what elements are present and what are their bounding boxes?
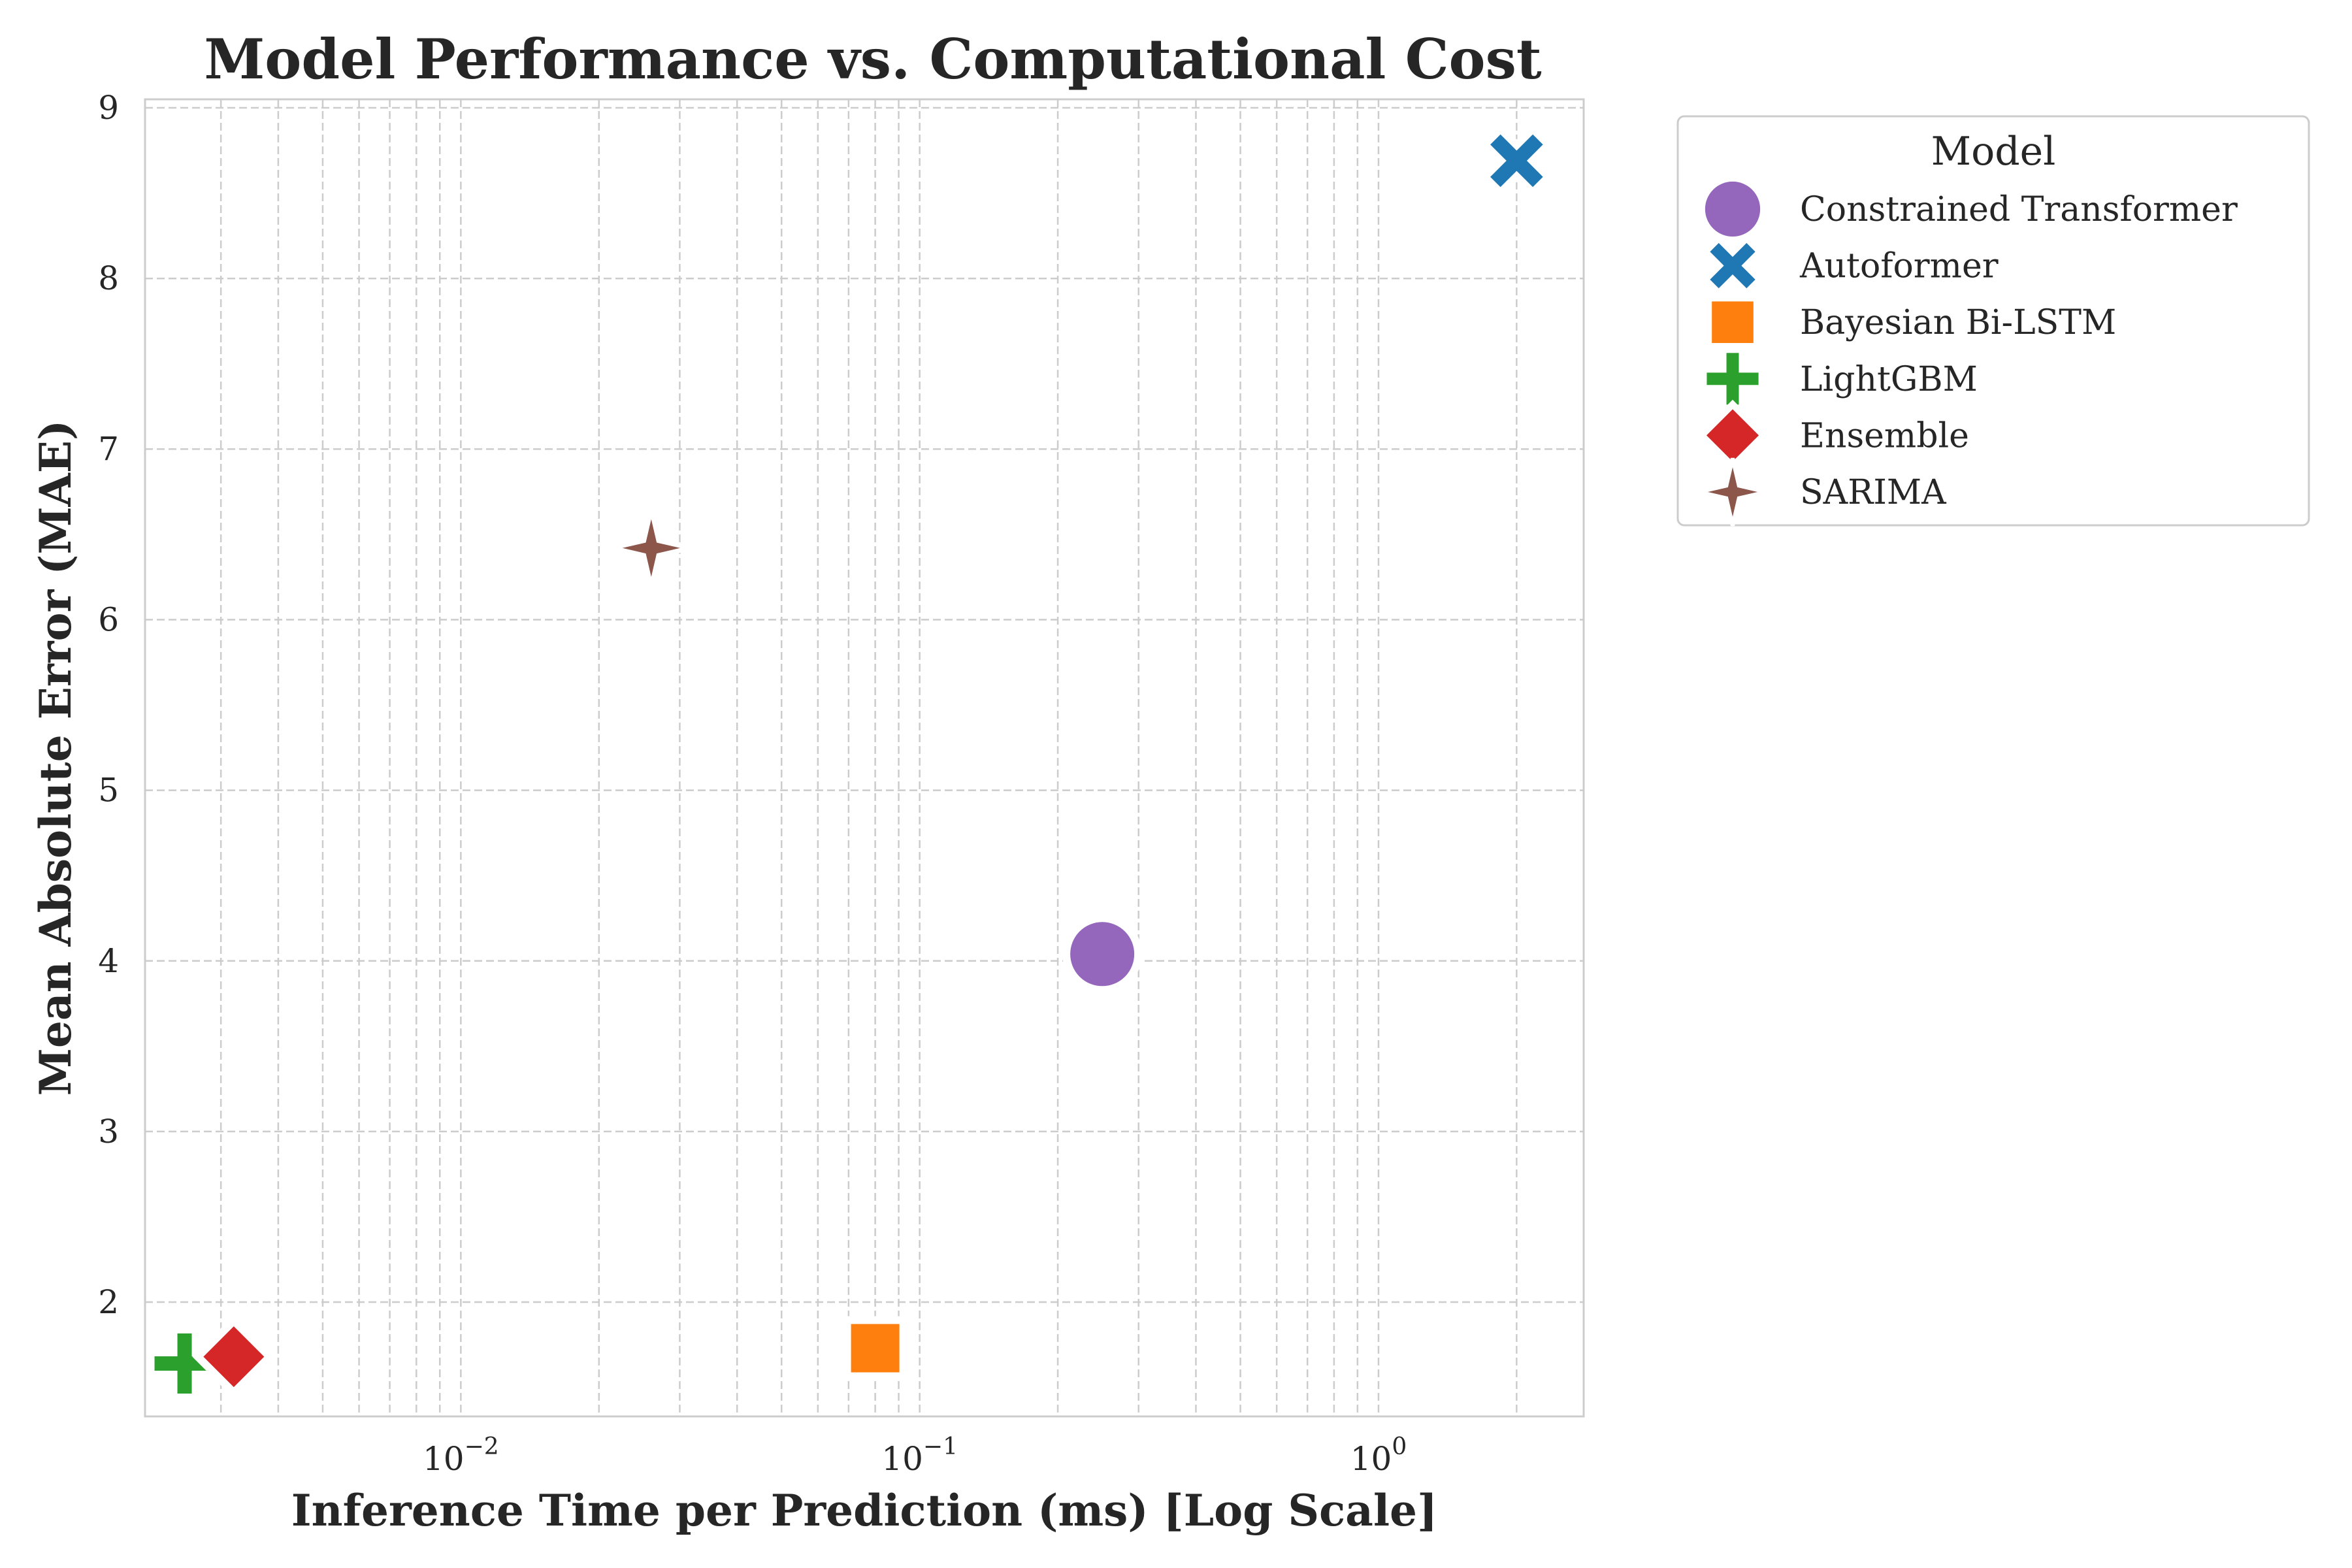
legend-label-sarima: SARIMA	[1800, 473, 1947, 512]
y-tick-label: 4	[98, 942, 119, 980]
legend-box	[1676, 115, 2310, 527]
y-tick-label: 9	[98, 89, 119, 127]
y-axis-label: Mean Absolute Error (MAE)	[30, 420, 81, 1096]
plot-frame	[144, 98, 1585, 1418]
legend-items: Constrained Transformer Autoformer Bayesia…	[1697, 174, 2238, 527]
data-point-lightgbm	[146, 1326, 223, 1402]
x-tick-label: 10−2	[423, 1433, 499, 1478]
legend-title: Model	[1931, 129, 2056, 174]
x-tick-base: 10	[881, 1440, 923, 1478]
x-tick-exponent: −1	[923, 1433, 958, 1460]
data-points	[146, 123, 1554, 1402]
y-tick-label: 8	[98, 259, 119, 297]
x-tick-label: 100	[1350, 1433, 1407, 1478]
data-point-autoformer	[1479, 123, 1554, 199]
legend: Model Constrained Transformer Autoformer B…	[1676, 115, 2310, 527]
legend-marker-sarima	[1698, 457, 1767, 527]
plot-area	[145, 99, 1584, 1416]
legend-label-ensemble: Ensemble	[1800, 416, 1969, 455]
legend-label-autoformer: Autoformer	[1799, 247, 1999, 286]
legend-label-bayesian-bi-lstm: Bayesian Bi-LSTM	[1800, 303, 2116, 342]
chart-title: Model Performance vs. Computational Cost	[204, 27, 1542, 91]
x-tick-exponent: −2	[465, 1433, 499, 1460]
y-axis-ticks: 2 3 4 5 6 7 8 9	[98, 89, 119, 1321]
legend-marker-bayesian-bi-lstm	[1705, 295, 1761, 350]
grid	[145, 99, 1584, 1416]
y-tick-label: 6	[98, 600, 119, 638]
y-tick-label: 2	[98, 1283, 119, 1321]
data-point-ensemble	[192, 1315, 276, 1399]
legend-label-constrained-transformer: Constrained Transformer	[1800, 190, 2238, 229]
y-tick-label: 5	[98, 772, 119, 809]
legend-marker-lightgbm	[1700, 346, 1765, 412]
x-axis-ticks: 10−2 10−1 100	[423, 1433, 1407, 1478]
y-tick-label: 7	[98, 430, 119, 468]
data-point-sarima	[611, 508, 691, 588]
data-point-bayesian-bi-lstm	[843, 1316, 907, 1380]
legend-marker-constrained-transformer	[1698, 174, 1767, 244]
y-tick-label: 3	[98, 1113, 119, 1151]
x-axis-label: Inference Time per Prediction (ms) [Log …	[291, 1485, 1437, 1536]
x-tick-exponent: 0	[1392, 1433, 1407, 1460]
x-tick-base: 10	[423, 1440, 465, 1478]
legend-label-lightgbm: LightGBM	[1800, 360, 1978, 399]
x-tick-base: 10	[1350, 1440, 1392, 1478]
data-point-constrained-transformer	[1062, 914, 1143, 994]
x-tick-label: 10−1	[881, 1433, 958, 1478]
legend-marker-autoformer	[1700, 233, 1765, 298]
